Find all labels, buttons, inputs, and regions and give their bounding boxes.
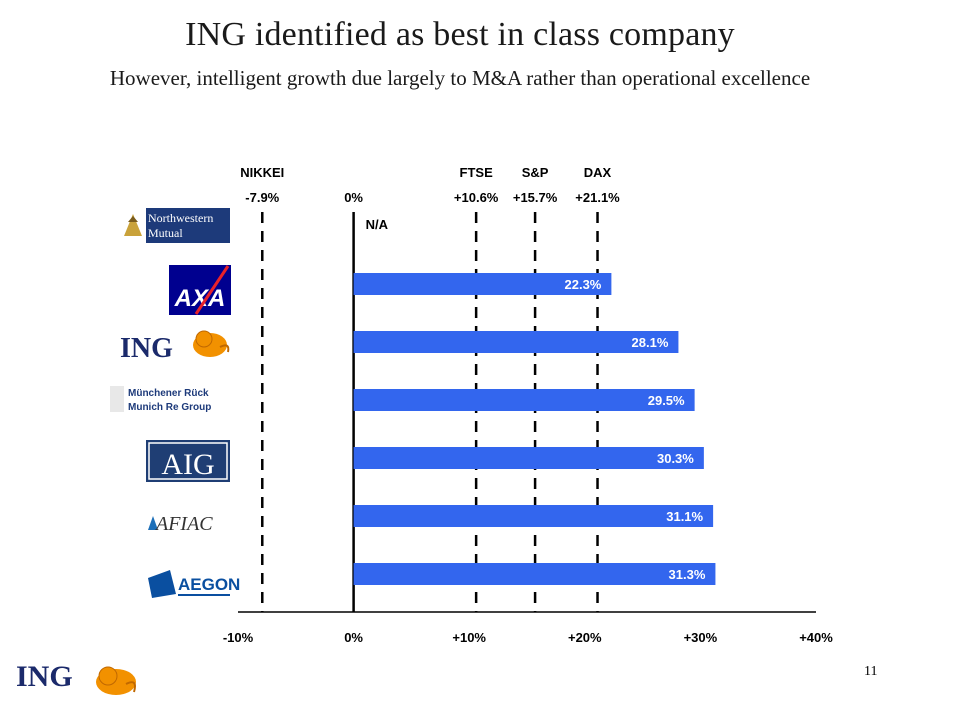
- bar: [353, 273, 612, 295]
- lion-icon: [96, 666, 136, 695]
- svg-text:ING: ING: [120, 333, 173, 364]
- reference-line-name: DAX: [584, 165, 612, 180]
- x-tick-label: +30%: [684, 630, 718, 645]
- svg-text:AIG: AIG: [161, 448, 214, 481]
- reference-line-value: +15.7%: [513, 190, 558, 205]
- bar-value-label: 31.3%: [669, 567, 706, 582]
- axa-logo: AXA: [169, 265, 231, 315]
- reference-line-name: FTSE: [460, 165, 494, 180]
- x-tick-label: +40%: [799, 630, 833, 645]
- x-tick-label: 0%: [344, 630, 363, 645]
- reference-line-name: NIKKEI: [240, 165, 284, 180]
- x-tick-label: -10%: [223, 630, 254, 645]
- svg-text:AEGON: AEGON: [178, 575, 240, 594]
- bar: [353, 331, 679, 353]
- aflac-logo: AFIAC: [148, 513, 213, 535]
- reference-line-value: +21.1%: [575, 190, 620, 205]
- bar-value-label: 30.3%: [657, 451, 694, 466]
- bar-value-label: 28.1%: [632, 335, 669, 350]
- page-subtitle: However, intelligent growth due largely …: [109, 66, 811, 90]
- reference-line-value: +10.6%: [454, 190, 499, 205]
- reference-line-value: 0%: [344, 190, 363, 205]
- bar-value-label: N/A: [366, 217, 389, 232]
- svg-text:Mutual: Mutual: [148, 226, 183, 240]
- page-number: 11: [864, 664, 878, 679]
- x-tick-label: +20%: [568, 630, 602, 645]
- aig-logo: AIG: [146, 440, 230, 482]
- reference-line-name: S&P: [522, 165, 549, 180]
- svg-text:Munich Re Group: Munich Re Group: [128, 402, 211, 413]
- svg-text:Münchener Rück: Münchener Rück: [128, 388, 209, 399]
- northwestern-mutual-logo: Northwestern Mutual: [120, 208, 230, 243]
- page-title: ING identified as best in class company: [185, 16, 735, 53]
- reference-line-value: -7.9%: [245, 190, 279, 205]
- bar: [353, 563, 716, 585]
- bar-value-label: 22.3%: [565, 277, 602, 292]
- x-tick-label: +10%: [452, 630, 486, 645]
- svg-text:AFIAC: AFIAC: [154, 513, 213, 535]
- bar: [353, 505, 714, 527]
- munich-re-logo: Münchener Rück Munich Re Group: [110, 386, 211, 413]
- bar-value-label: 31.1%: [666, 509, 703, 524]
- bar: [353, 447, 704, 469]
- footer-ing-logo: ING: [16, 660, 146, 700]
- bar-value-label: 29.5%: [648, 393, 685, 408]
- lion-icon: [193, 330, 230, 357]
- aegon-logo: AEGON: [148, 570, 240, 598]
- svg-text:Northwestern: Northwestern: [148, 211, 213, 225]
- bar: [353, 389, 695, 411]
- ing-logo: ING: [120, 330, 230, 364]
